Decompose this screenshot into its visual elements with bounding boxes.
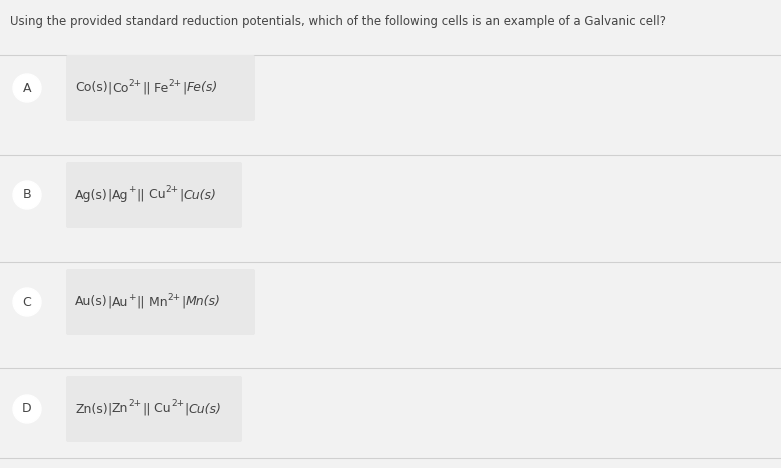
Text: 2+: 2+ [128, 400, 141, 409]
Text: |: | [108, 402, 112, 416]
Text: Ag: Ag [112, 189, 129, 202]
Circle shape [13, 288, 41, 316]
Text: |: | [182, 81, 187, 95]
Text: +: + [129, 185, 136, 195]
Text: 2+: 2+ [167, 292, 180, 301]
Text: Au: Au [112, 295, 128, 308]
Text: C: C [23, 295, 31, 308]
Text: Co: Co [112, 81, 128, 95]
Text: Using the provided standard reduction potentials, which of the following cells i: Using the provided standard reduction po… [10, 15, 666, 29]
Text: Mn: Mn [144, 295, 167, 308]
FancyBboxPatch shape [66, 55, 255, 121]
Text: Cu(s): Cu(s) [189, 402, 222, 416]
Text: Ag(s): Ag(s) [75, 189, 108, 202]
Circle shape [13, 181, 41, 209]
Text: Cu: Cu [145, 189, 166, 202]
Text: |: | [108, 81, 112, 95]
Text: Zn(s): Zn(s) [75, 402, 108, 416]
Text: Fe(s): Fe(s) [187, 81, 218, 95]
Text: ||: || [136, 295, 144, 308]
Text: Au(s): Au(s) [75, 295, 108, 308]
Text: ||: || [142, 402, 151, 416]
Text: |: | [180, 189, 184, 202]
FancyBboxPatch shape [66, 269, 255, 335]
Text: Zn: Zn [112, 402, 128, 416]
Text: Co(s): Co(s) [75, 81, 108, 95]
Text: 2+: 2+ [128, 79, 141, 88]
Text: B: B [23, 189, 31, 202]
Text: ||: || [137, 189, 145, 202]
FancyBboxPatch shape [66, 376, 242, 442]
Text: A: A [23, 81, 31, 95]
Text: 2+: 2+ [171, 400, 184, 409]
FancyBboxPatch shape [66, 162, 242, 228]
Text: |: | [108, 189, 112, 202]
Text: 2+: 2+ [166, 185, 179, 195]
Circle shape [13, 395, 41, 423]
Text: +: + [128, 292, 136, 301]
Text: ||: || [142, 81, 151, 95]
Text: 2+: 2+ [169, 79, 182, 88]
Text: Fe: Fe [151, 81, 169, 95]
Text: Cu(s): Cu(s) [184, 189, 216, 202]
Text: Cu: Cu [151, 402, 171, 416]
Text: |: | [181, 295, 185, 308]
Text: D: D [22, 402, 32, 416]
Text: |: | [184, 402, 189, 416]
Text: Mn(s): Mn(s) [185, 295, 220, 308]
Text: |: | [108, 295, 112, 308]
Circle shape [13, 74, 41, 102]
